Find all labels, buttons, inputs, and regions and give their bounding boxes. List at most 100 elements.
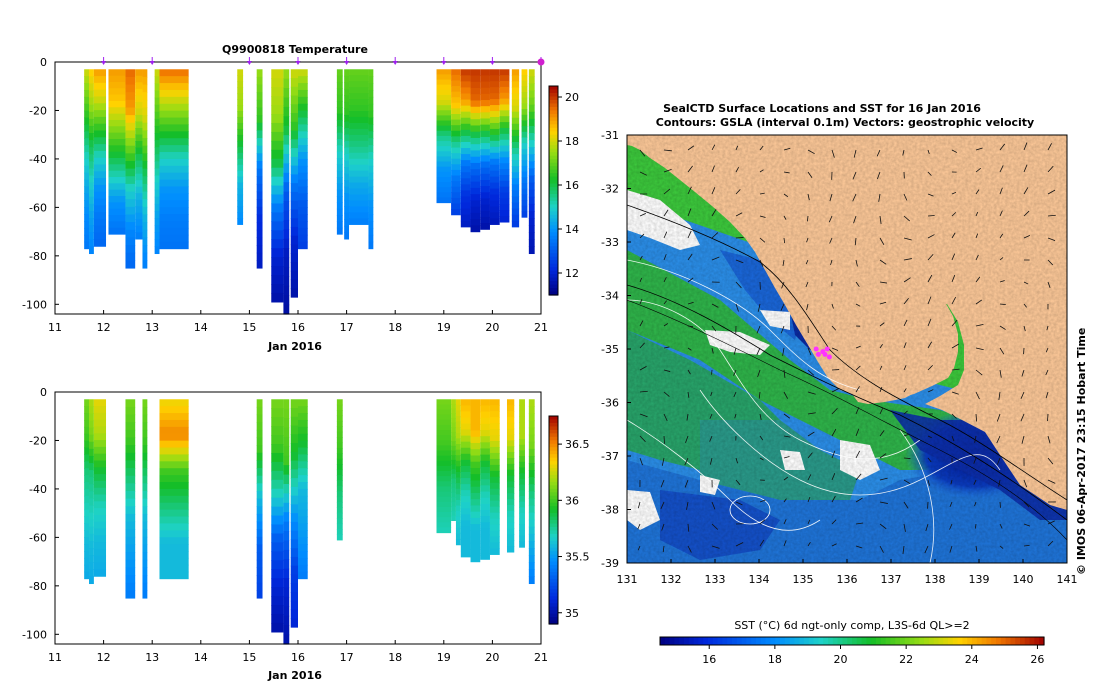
colorbar-segment (549, 561, 558, 566)
velocity-vector (687, 545, 692, 553)
profile-cell (84, 461, 90, 469)
profile-cell (451, 478, 456, 484)
velocity-vector (807, 474, 812, 481)
velocity-vector (927, 274, 933, 283)
velocity-vector (903, 237, 912, 241)
profile-cell (159, 419, 189, 428)
profile-cell (436, 74, 452, 81)
profile-cell (480, 503, 490, 511)
velocity-vector (806, 237, 809, 243)
profile-cell (84, 454, 90, 462)
profile-cell (89, 90, 94, 99)
profile-cell (298, 426, 308, 435)
velocity-vector (949, 501, 953, 508)
profile-cell (480, 118, 490, 126)
seal-location-point (813, 346, 819, 352)
profile-cell (436, 146, 452, 152)
profile-cell (344, 101, 350, 110)
profile-cell (108, 196, 126, 203)
profile-cell (519, 444, 525, 452)
profile-cell (290, 226, 298, 237)
profile-cell (521, 194, 528, 201)
sst-colorbar-segment (1034, 637, 1040, 645)
profile-cell (506, 457, 515, 465)
profile-cell (89, 526, 94, 535)
velocity-vector (879, 365, 883, 371)
profile-cell (89, 182, 94, 191)
profile-cell (142, 199, 148, 208)
profile-cell (290, 69, 298, 79)
velocity-vector (831, 347, 839, 351)
lon-tick-label: 140 (1013, 573, 1034, 586)
profile-cell (460, 75, 471, 82)
profile-cell (460, 417, 471, 425)
profile-cell (349, 218, 369, 225)
profile-cell (489, 87, 500, 94)
sst-colorbar-frame (659, 636, 1045, 646)
profile-cell (89, 225, 94, 233)
profile-cell (84, 220, 90, 229)
colorbar-segment (549, 509, 558, 514)
profile-cell (93, 426, 107, 434)
velocity-vector (1023, 325, 1026, 332)
colorbar-segment (549, 221, 558, 226)
x-tick-label: 19 (437, 321, 451, 334)
profile-cell (154, 196, 160, 205)
profile-cell (93, 137, 107, 145)
profile-cell (499, 163, 510, 170)
profile-cell (336, 215, 343, 222)
profile-cell (159, 564, 189, 573)
profile-cell (84, 165, 90, 174)
velocity-vector (831, 407, 838, 415)
profile-cell (298, 110, 308, 119)
profile-cell (489, 452, 500, 460)
velocity-vector (1023, 210, 1030, 217)
colorbar-segment (549, 589, 558, 594)
profile-cell (142, 575, 148, 584)
profile-cell (256, 107, 263, 116)
profile-cell (93, 535, 107, 543)
velocity-vector (806, 303, 809, 311)
profile-cell (451, 417, 456, 424)
profile-cell (460, 208, 471, 216)
velocity-vector (975, 233, 979, 239)
profile-cell (108, 81, 126, 89)
sst-colorbar-segment (842, 637, 848, 645)
profile-cell (256, 468, 263, 477)
profile-cell (470, 542, 481, 550)
profile-cell (460, 538, 471, 546)
velocity-vector (805, 259, 809, 265)
profile-cell (528, 491, 535, 500)
profile-cell (108, 151, 126, 159)
profile-cell (451, 455, 456, 461)
colorbar-segment (549, 124, 558, 129)
profile-cell (93, 232, 107, 240)
profile-cell (237, 146, 244, 154)
profile-cell (125, 559, 136, 568)
profile-cell (256, 168, 263, 177)
profile-cell (135, 154, 143, 162)
profile-cell (506, 475, 515, 483)
sst-colorbar-segment (909, 637, 915, 645)
profile-cell (521, 120, 528, 127)
profile-cell (84, 83, 90, 91)
profile-cell (298, 454, 308, 462)
velocity-vector (711, 501, 716, 510)
profile-cell (528, 246, 535, 255)
profile-cell (480, 448, 490, 456)
profile-cell (470, 100, 481, 108)
profile-cell (506, 405, 515, 412)
profile-cell (271, 266, 284, 276)
profile-cell (271, 140, 284, 151)
profile-cell (159, 124, 189, 132)
profile-cell (290, 244, 298, 254)
profile-cell (349, 146, 369, 154)
profile-cell (511, 208, 520, 216)
profile-cell (455, 499, 461, 507)
profile-cell (460, 526, 471, 534)
profile-cell (271, 176, 284, 187)
colorbar-segment (549, 485, 558, 490)
profile-cell (89, 420, 94, 429)
profile-cell (298, 207, 308, 215)
profile-cell (470, 106, 481, 114)
